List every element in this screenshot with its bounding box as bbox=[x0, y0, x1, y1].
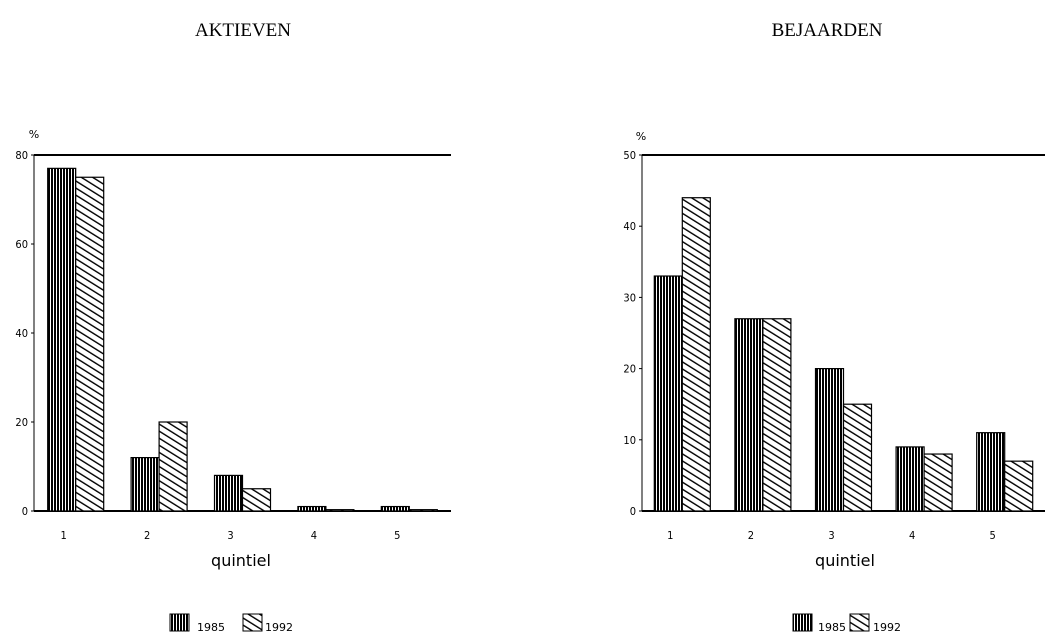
x-tick-label: 4 bbox=[311, 529, 317, 542]
bar-1992-q4 bbox=[923, 453, 953, 512]
y-tick-label: 80 bbox=[15, 149, 28, 162]
x-tick-label: 1 bbox=[667, 529, 673, 542]
x-tick-label: 2 bbox=[748, 529, 754, 542]
bar-1992-q2 bbox=[762, 318, 792, 512]
y-tick-label: 20 bbox=[15, 416, 28, 429]
legend-label-1985: 1985 bbox=[197, 621, 225, 632]
x-axis-label: quintiel bbox=[815, 551, 875, 570]
y-tick-label: 60 bbox=[15, 238, 28, 251]
bar-1985-q4 bbox=[895, 446, 925, 512]
bar-1992-q2 bbox=[158, 421, 188, 512]
bar-1985-q3 bbox=[814, 368, 845, 512]
bar-1992-q1 bbox=[75, 176, 105, 512]
x-tick-label: 3 bbox=[828, 529, 834, 542]
legend-swatch-1985 bbox=[792, 613, 813, 632]
chart-bejaarden: BEJAARDEN % 0 10 20 30 40 50 1 2 3 4 5 quintiel 19… bbox=[623, 20, 1045, 632]
y-tick-label: 40 bbox=[15, 327, 28, 340]
bar-1992-q4 bbox=[325, 509, 355, 512]
x-axis-label: quintiel bbox=[211, 551, 271, 570]
bar-1985-q1 bbox=[47, 167, 77, 512]
x-tick-label: 4 bbox=[909, 529, 915, 542]
legend-swatch-1985 bbox=[169, 613, 190, 632]
legend-label-1985: 1985 bbox=[818, 621, 846, 632]
y-tick-label: 10 bbox=[623, 434, 636, 447]
x-tick-label: 3 bbox=[227, 529, 233, 542]
legend-label-1992: 1992 bbox=[873, 621, 901, 632]
chart-aktieven: AKTIEVEN % 0 20 40 60 80 1 2 3 4 5 quintiel 1985 … bbox=[15, 20, 451, 632]
x-tick-label: 5 bbox=[394, 529, 400, 542]
y-tick-label: 40 bbox=[623, 220, 636, 233]
bar-1992-q5 bbox=[1004, 460, 1034, 512]
legend: 1985 1992 bbox=[792, 613, 901, 632]
bar-1992-q5 bbox=[408, 509, 438, 512]
y-tick-label: 0 bbox=[630, 505, 636, 518]
legend-label-1992: 1992 bbox=[265, 621, 293, 632]
bar-1985-q5 bbox=[380, 505, 410, 512]
y-tick-label: 20 bbox=[623, 363, 636, 376]
legend: 1985 1992 bbox=[169, 613, 293, 632]
legend-swatch-1992 bbox=[849, 613, 870, 632]
bar-1985-q4 bbox=[297, 505, 327, 512]
x-tick-label: 1 bbox=[61, 529, 67, 542]
bar-1992-q3 bbox=[241, 488, 272, 512]
bar-1985-q1 bbox=[653, 275, 683, 512]
chart-title: AKTIEVEN bbox=[195, 20, 291, 41]
bar-1985-q2 bbox=[734, 318, 764, 512]
y-tick-label: 30 bbox=[623, 291, 636, 304]
bar-1992-q1 bbox=[681, 197, 711, 512]
y-tick-label: 50 bbox=[623, 149, 636, 162]
plot-area: 0 20 40 60 80 1 2 3 4 5 bbox=[15, 149, 451, 542]
bar-1992-q3 bbox=[842, 403, 873, 512]
y-axis-unit: % bbox=[29, 128, 39, 141]
bar-1985-q2 bbox=[130, 457, 160, 512]
bar-1985-q3 bbox=[213, 474, 244, 512]
legend-swatch-1992 bbox=[242, 613, 263, 632]
x-tick-label: 5 bbox=[990, 529, 996, 542]
y-tick-label: 0 bbox=[22, 505, 28, 518]
plot-area: 0 10 20 30 40 50 1 2 3 4 5 bbox=[623, 149, 1045, 542]
x-tick-label: 2 bbox=[144, 529, 150, 542]
bar-1985-q5 bbox=[976, 432, 1006, 512]
chart-title: BEJAARDEN bbox=[772, 20, 883, 41]
y-axis-unit: % bbox=[636, 130, 646, 143]
